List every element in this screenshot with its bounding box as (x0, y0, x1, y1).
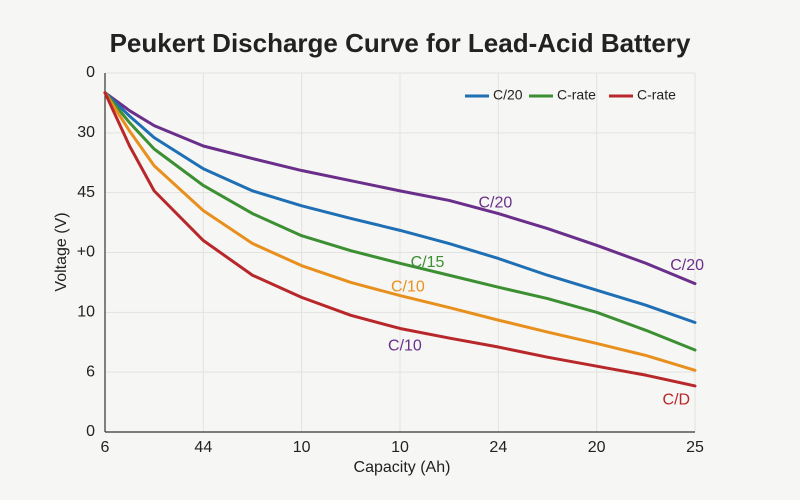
x-tick-label: 20 (588, 439, 606, 456)
legend-label: C-rate (637, 87, 676, 103)
series-line (103, 91, 697, 286)
y-tick-label: 10 (77, 304, 95, 321)
legend-label: C-rate (557, 87, 596, 103)
legend-label: C/20 (493, 87, 523, 103)
series-line (103, 91, 697, 325)
y-tick-label: 0 (86, 423, 95, 440)
x-tick-label: 44 (194, 439, 212, 456)
annotation: C/10 (388, 338, 422, 355)
y-tick-label: 6 (86, 363, 95, 380)
y-tick-label: +0 (77, 244, 95, 261)
series-line (103, 91, 697, 372)
series-line (103, 91, 697, 388)
x-tick-label: 10 (293, 439, 311, 456)
annotation: C/20 (478, 195, 512, 212)
y-tick-label: 45 (77, 184, 95, 201)
x-tick-label: 6 (101, 439, 110, 456)
x-tick-label: 25 (686, 439, 704, 456)
x-tick-label: 24 (489, 439, 507, 456)
annotation: C/20 (670, 257, 704, 274)
annotation: C/15 (411, 254, 445, 271)
y-tick-label: 0 (86, 64, 95, 81)
annotation: C/D (663, 392, 691, 409)
x-tick-label: 10 (391, 439, 409, 456)
x-axis-label: Capacity (Ah) (354, 459, 451, 476)
series-line (103, 91, 697, 352)
y-axis-label: Voltage (V) (53, 212, 70, 291)
annotation: C/10 (391, 278, 425, 295)
chart-title: Peukert Discharge Curve for Lead-Acid Ba… (110, 28, 691, 58)
y-tick-label: 30 (77, 124, 95, 141)
